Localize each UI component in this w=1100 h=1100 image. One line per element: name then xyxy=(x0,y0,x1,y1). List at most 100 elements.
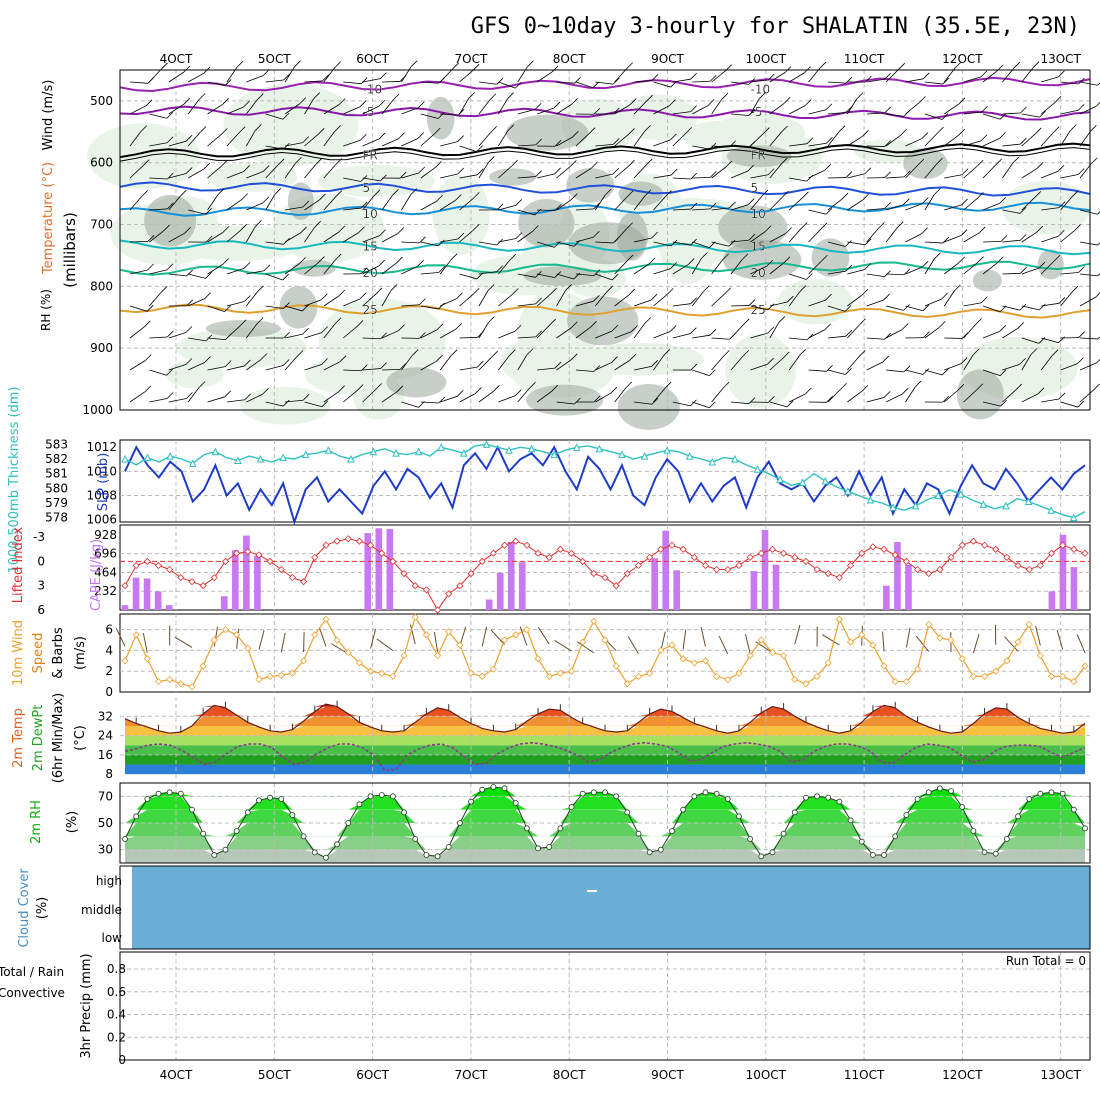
y-tick-label: 0.8 xyxy=(107,962,126,976)
thickness-marker xyxy=(121,454,129,463)
wind-barb xyxy=(142,159,150,166)
thickness-marker xyxy=(505,446,513,454)
wind-barb xyxy=(692,105,709,115)
y-tick-label: 50 xyxy=(98,816,113,830)
rh-marker xyxy=(814,793,820,800)
wind-barb xyxy=(240,224,247,231)
wind-barb xyxy=(633,263,650,275)
wind-barb xyxy=(304,98,315,115)
wind-barb xyxy=(527,60,534,68)
wind-barb xyxy=(236,60,244,68)
wind-barb xyxy=(769,233,786,243)
rh-marker xyxy=(501,785,508,792)
wind-speed-marker xyxy=(1014,638,1022,646)
wind-speed-marker xyxy=(847,638,855,646)
wind-barb xyxy=(1037,387,1045,395)
wind-barb xyxy=(824,163,832,171)
wind-barb xyxy=(257,285,264,293)
wind-speed-marker xyxy=(400,652,408,660)
rh-marker xyxy=(345,820,352,826)
li-marker xyxy=(735,561,743,570)
wind-barb xyxy=(536,391,552,403)
wind-barb xyxy=(634,401,652,405)
wind-barb xyxy=(277,158,285,166)
wind-barb xyxy=(323,164,337,179)
rh-marker xyxy=(669,828,675,834)
wind-barb xyxy=(614,331,632,339)
wind-barb xyxy=(517,273,536,278)
wind-barb xyxy=(285,142,303,147)
cape-bar xyxy=(905,564,912,610)
thickness-marker xyxy=(437,443,446,451)
wind-barb xyxy=(1034,127,1042,135)
li-marker xyxy=(311,553,319,561)
wind-barb xyxy=(631,325,638,332)
wind-barb xyxy=(1097,336,1100,340)
wind-barb-10m xyxy=(905,627,911,648)
y-tick-label: 900 xyxy=(90,341,113,355)
wind-barb xyxy=(963,324,976,339)
wind-barb xyxy=(456,390,464,397)
wind-barb xyxy=(537,107,555,115)
wind-barb xyxy=(1019,358,1026,365)
wind-barb xyxy=(167,330,174,338)
wind-barb-10m xyxy=(700,626,706,647)
thickness-marker xyxy=(211,447,220,456)
wind-barb xyxy=(399,363,407,370)
wind-barb xyxy=(1074,224,1081,231)
wind-barb xyxy=(982,330,1000,339)
slp-tick-label: 1010 xyxy=(86,464,117,478)
wind-barb xyxy=(666,288,674,295)
contour-label: 5 xyxy=(751,181,759,195)
wind-speed-marker xyxy=(489,665,497,673)
temperature-contour xyxy=(119,201,1091,217)
wind-barb xyxy=(788,228,802,243)
li-marker xyxy=(545,553,553,561)
wind-barb xyxy=(304,401,322,408)
wind-barb xyxy=(129,196,143,211)
li-marker xyxy=(1014,561,1022,570)
wind-barb xyxy=(517,336,536,339)
wind-barb xyxy=(711,70,726,83)
wind-barb xyxy=(457,232,465,240)
wind-barb xyxy=(764,225,772,232)
wind-barb xyxy=(670,262,677,269)
wind-barb xyxy=(690,105,697,112)
wind-barb xyxy=(265,401,284,407)
wind-barb xyxy=(1041,235,1059,243)
wind-barb xyxy=(478,322,489,339)
temperature-contour xyxy=(119,147,1091,162)
wind-barb xyxy=(265,194,276,211)
wind-barb xyxy=(129,105,147,115)
wind-barb xyxy=(1002,209,1021,214)
rh-marker xyxy=(289,812,296,818)
wind-speed-marker xyxy=(534,655,542,663)
wind-barb xyxy=(808,369,827,372)
wind-barb xyxy=(226,199,242,211)
wind-barb xyxy=(246,291,258,307)
wind-barb xyxy=(650,293,658,301)
wind-barb xyxy=(338,289,346,297)
wind-barb xyxy=(141,190,149,197)
wind-barb xyxy=(362,78,381,83)
wind-speed-marker xyxy=(500,636,509,644)
wind-barb xyxy=(399,171,407,179)
wind-barb xyxy=(571,131,579,138)
wind-barb xyxy=(321,400,329,408)
wind-barb xyxy=(866,397,885,403)
wind-barb xyxy=(220,160,228,167)
wind-speed-marker xyxy=(646,669,654,677)
rh-shade-dark xyxy=(205,320,281,338)
wind-barb xyxy=(419,298,426,306)
wind-barb xyxy=(398,324,405,331)
wind-barb xyxy=(488,316,495,323)
wind-barb xyxy=(924,81,943,85)
thickness-marker xyxy=(889,503,897,511)
wind-barb xyxy=(669,325,677,332)
cape-bar xyxy=(132,577,140,610)
rh-marker xyxy=(468,798,474,805)
wind-barb xyxy=(692,208,711,211)
wind-barb xyxy=(900,128,907,136)
wind-barb-10m xyxy=(280,632,286,653)
wind-barb xyxy=(1079,296,1096,307)
